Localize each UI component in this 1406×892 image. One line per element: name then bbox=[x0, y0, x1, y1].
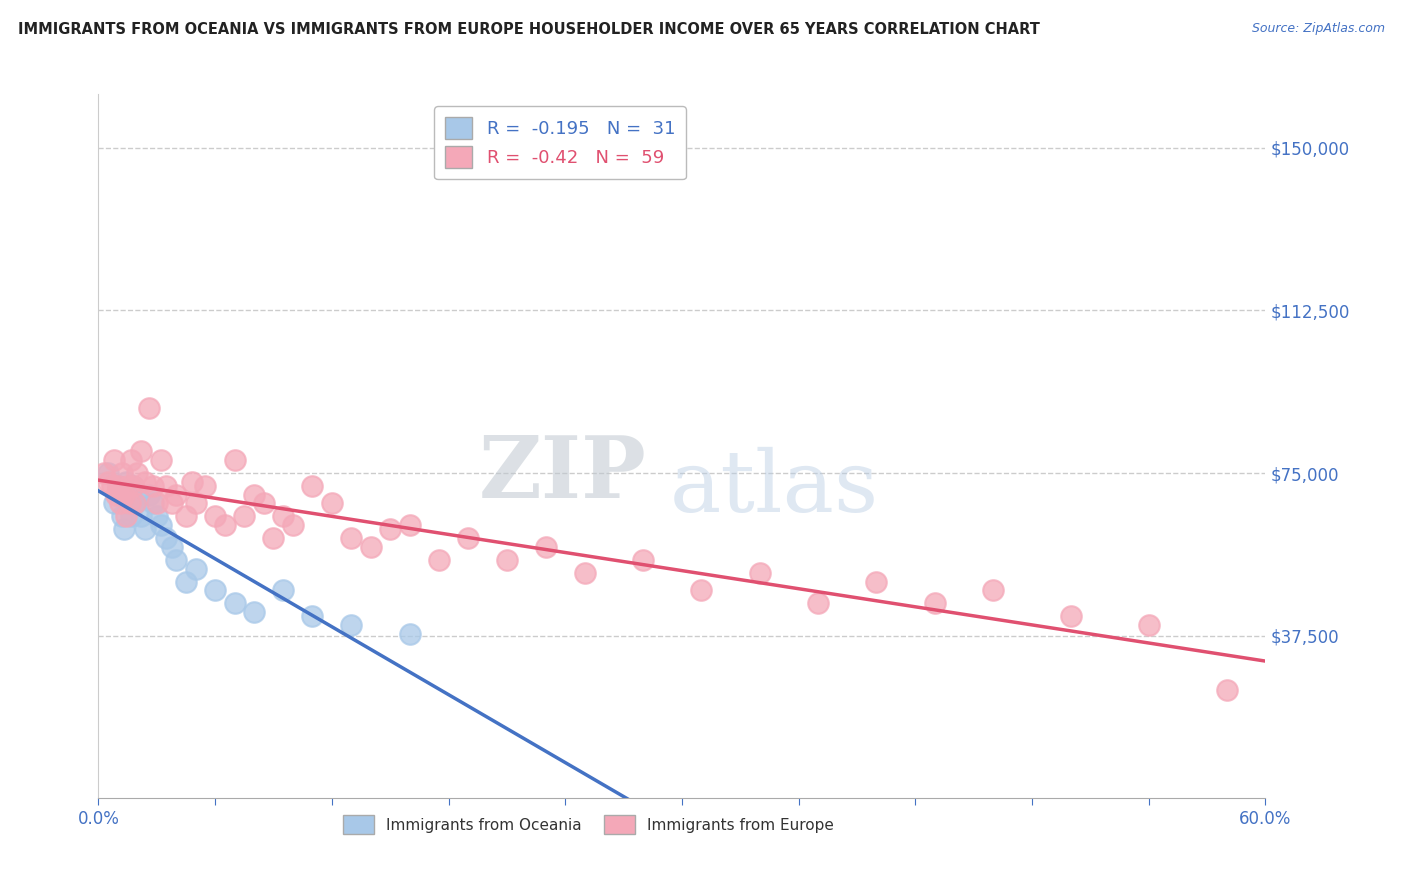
Point bbox=[142, 479, 165, 493]
Point bbox=[214, 518, 236, 533]
Point bbox=[271, 583, 294, 598]
Point bbox=[93, 466, 115, 480]
Point bbox=[243, 488, 266, 502]
Point bbox=[122, 479, 145, 493]
Point bbox=[807, 596, 830, 610]
Point bbox=[340, 531, 363, 545]
Point bbox=[360, 540, 382, 554]
Point bbox=[204, 583, 226, 598]
Point bbox=[924, 596, 946, 610]
Point bbox=[981, 583, 1004, 598]
Point bbox=[301, 479, 323, 493]
Point bbox=[97, 466, 120, 480]
Text: ZIP: ZIP bbox=[479, 433, 647, 516]
Point bbox=[108, 488, 131, 502]
Point bbox=[129, 509, 152, 524]
Legend: Immigrants from Oceania, Immigrants from Europe: Immigrants from Oceania, Immigrants from… bbox=[337, 809, 841, 840]
Point bbox=[108, 496, 131, 510]
Point bbox=[204, 509, 226, 524]
Point bbox=[1215, 682, 1237, 697]
Point bbox=[233, 509, 256, 524]
Point bbox=[1137, 618, 1160, 632]
Point bbox=[262, 531, 284, 545]
Point bbox=[97, 475, 120, 489]
Point bbox=[457, 531, 479, 545]
Point bbox=[107, 479, 129, 493]
Point bbox=[243, 605, 266, 619]
Point bbox=[118, 488, 141, 502]
Point bbox=[398, 518, 420, 533]
Point bbox=[112, 523, 135, 537]
Point bbox=[124, 496, 146, 510]
Point bbox=[321, 496, 343, 510]
Point bbox=[121, 453, 143, 467]
Point bbox=[138, 401, 160, 415]
Point bbox=[398, 626, 420, 640]
Point bbox=[184, 496, 207, 510]
Point bbox=[103, 453, 125, 467]
Point bbox=[111, 466, 134, 480]
Point bbox=[146, 496, 169, 510]
Point bbox=[138, 488, 160, 502]
Text: Source: ZipAtlas.com: Source: ZipAtlas.com bbox=[1251, 22, 1385, 36]
Point bbox=[117, 479, 139, 493]
Point bbox=[748, 566, 770, 580]
Point bbox=[124, 496, 146, 510]
Point bbox=[121, 509, 143, 524]
Point bbox=[224, 596, 246, 610]
Text: IMMIGRANTS FROM OCEANIA VS IMMIGRANTS FROM EUROPE HOUSEHOLDER INCOME OVER 65 YEA: IMMIGRANTS FROM OCEANIA VS IMMIGRANTS FR… bbox=[18, 22, 1040, 37]
Point bbox=[129, 444, 152, 458]
Point bbox=[127, 466, 149, 480]
Point bbox=[194, 479, 217, 493]
Point bbox=[865, 574, 887, 589]
Point bbox=[340, 618, 363, 632]
Point bbox=[281, 518, 304, 533]
Point bbox=[224, 453, 246, 467]
Point bbox=[534, 540, 557, 554]
Point bbox=[122, 479, 145, 493]
Point bbox=[574, 566, 596, 580]
Point bbox=[496, 553, 519, 567]
Point bbox=[111, 509, 134, 524]
Point bbox=[165, 488, 187, 502]
Point bbox=[155, 531, 177, 545]
Point bbox=[180, 475, 202, 489]
Point bbox=[1060, 609, 1083, 624]
Point bbox=[112, 488, 135, 502]
Point bbox=[107, 479, 129, 493]
Text: atlas: atlas bbox=[671, 447, 879, 530]
Point bbox=[103, 496, 125, 510]
Point bbox=[155, 479, 177, 493]
Point bbox=[114, 475, 136, 489]
Point bbox=[184, 561, 207, 575]
Point bbox=[165, 553, 187, 567]
Point bbox=[149, 518, 172, 533]
Point bbox=[631, 553, 654, 567]
Point bbox=[380, 523, 402, 537]
Point bbox=[104, 488, 127, 502]
Point bbox=[134, 475, 156, 489]
Point bbox=[142, 496, 165, 510]
Point bbox=[253, 496, 276, 510]
Point bbox=[127, 488, 149, 502]
Point bbox=[117, 496, 139, 510]
Point bbox=[301, 609, 323, 624]
Point bbox=[118, 496, 141, 510]
Point bbox=[427, 553, 450, 567]
Point bbox=[174, 574, 197, 589]
Point bbox=[149, 453, 172, 467]
Point bbox=[690, 583, 713, 598]
Point bbox=[174, 509, 197, 524]
Point bbox=[114, 509, 136, 524]
Point bbox=[271, 509, 294, 524]
Point bbox=[101, 479, 124, 493]
Point bbox=[134, 523, 156, 537]
Point bbox=[162, 540, 184, 554]
Point bbox=[146, 509, 169, 524]
Point bbox=[162, 496, 184, 510]
